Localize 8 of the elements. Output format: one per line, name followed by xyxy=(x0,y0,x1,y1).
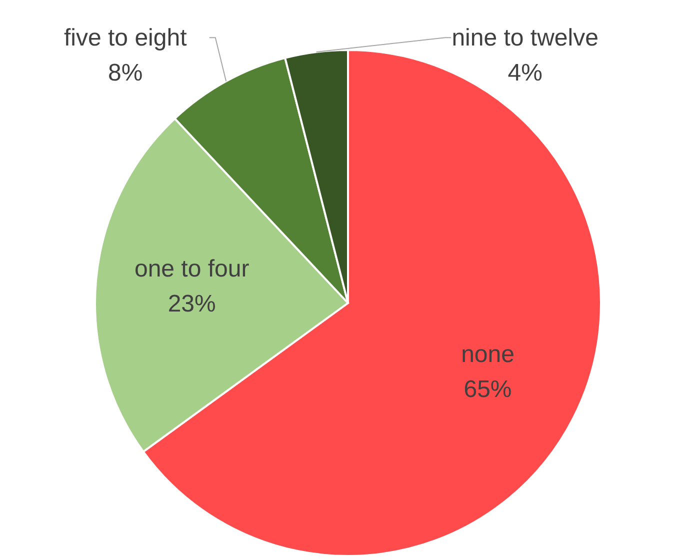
data-label: 65% xyxy=(464,376,512,404)
slice-label: one to four xyxy=(134,255,250,282)
data-label: 4% xyxy=(508,60,542,87)
slice-label: nine to twelve xyxy=(452,24,598,52)
slice-label: five to eight xyxy=(64,24,188,52)
data-label: 23% xyxy=(168,290,216,318)
data-label: 8% xyxy=(108,60,143,87)
slice-label: none xyxy=(461,341,514,368)
